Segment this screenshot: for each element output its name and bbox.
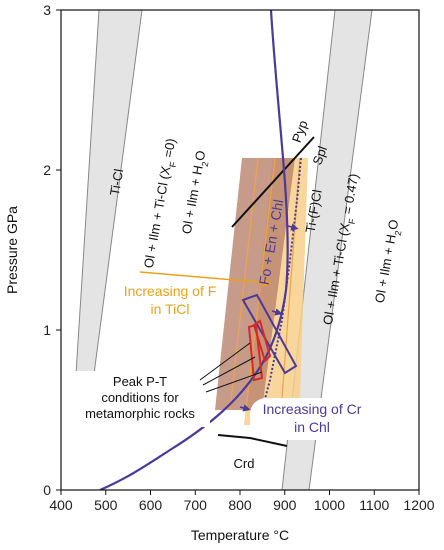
x-tick-label: 700 xyxy=(184,497,208,513)
x-axis-label: Temperature °C xyxy=(191,527,289,543)
peak-label-1: Peak P-T xyxy=(113,374,167,389)
x-tick-label: 1200 xyxy=(403,497,434,513)
f-label-bg xyxy=(111,276,221,320)
right-field-text-2: Ol + Ilm + H2O xyxy=(372,218,405,305)
axis-ticks: 400 500 600 700 800 900 1000 1100 1200 0 1 2 3 xyxy=(43,2,435,513)
increasing-f-arrow xyxy=(139,271,272,287)
ti-cl-label: Ti-Cl xyxy=(107,168,126,197)
y-axis-label: Pressure GPa xyxy=(4,206,20,294)
peak-label-3: metamorphic rocks xyxy=(85,406,195,421)
peak-leader-3 xyxy=(205,371,263,393)
increasing-f-label-2: in TiCl xyxy=(151,301,190,317)
fo-en-chl-curve xyxy=(99,10,289,490)
y-tick-label: 0 xyxy=(43,482,51,498)
spl-label: Spl xyxy=(310,144,331,167)
cr-arrow xyxy=(239,404,251,412)
x-tick-label: 900 xyxy=(273,497,297,513)
increasing-cr-label-1: Increasing of Cr xyxy=(263,401,362,417)
left-field-text-1: Ol + Ilm + Ti-Cl (XF =0) xyxy=(141,137,183,270)
red-box-2 xyxy=(252,319,272,363)
peak-leader-1 xyxy=(199,342,251,381)
increasing-cr-label-2: in Chl xyxy=(294,419,330,435)
x-tick-label: 500 xyxy=(94,497,118,513)
x-tick-label: 1100 xyxy=(359,497,389,513)
y-tick-label: 3 xyxy=(43,2,51,18)
peak-leader-2 xyxy=(202,356,256,386)
peak-label-2: conditions for xyxy=(101,390,179,405)
pyp-spl-line xyxy=(231,136,315,228)
y-tick-label: 1 xyxy=(43,322,51,338)
dot-arrow-2 xyxy=(271,308,283,316)
y-tick-label: 2 xyxy=(43,162,51,178)
left-field-text-2: Ol + Ilm + H2O xyxy=(179,149,212,236)
x-tick-label: 800 xyxy=(228,497,252,513)
pyp-label: Pyp xyxy=(289,118,311,144)
purple-box xyxy=(241,293,298,375)
peak-label-bg xyxy=(70,371,210,427)
increasing-f-label-1: Increasing of F xyxy=(124,283,217,299)
x-tick-label: 600 xyxy=(139,497,163,513)
ti-f-cl-label: Ti-(F)Cl xyxy=(302,188,324,234)
x-tick-label: 400 xyxy=(49,497,73,513)
x-tick-label: 1000 xyxy=(314,497,345,513)
crd-line xyxy=(217,434,288,447)
cr-label-bg xyxy=(250,398,370,440)
dot-arrow-1 xyxy=(287,223,299,231)
orange-line-2 xyxy=(245,157,276,411)
brown-band xyxy=(215,158,295,410)
crd-label: Crd xyxy=(234,456,255,471)
